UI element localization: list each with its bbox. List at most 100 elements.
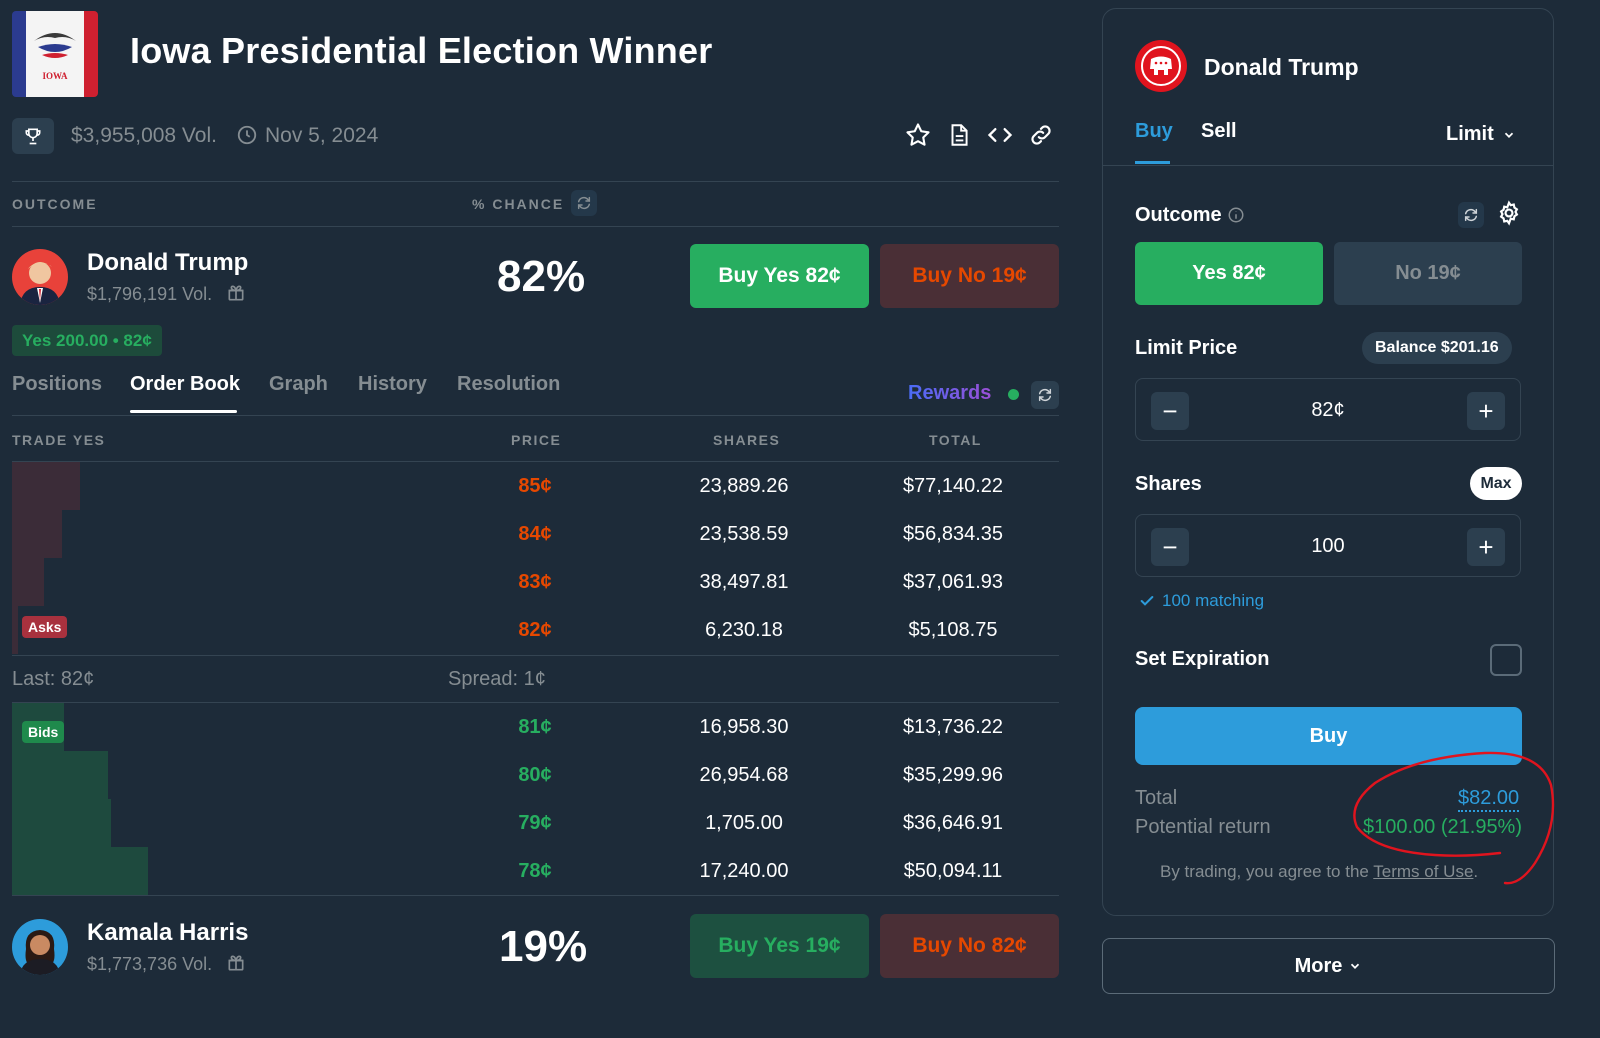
rewards-link[interactable]: Rewards — [908, 382, 992, 404]
set-expiration-label: Set Expiration — [1135, 648, 1270, 670]
bid-price: 80¢ — [518, 764, 552, 786]
trophy-icon[interactable] — [12, 118, 54, 154]
limit-price-input[interactable]: 82¢ — [1311, 399, 1345, 421]
annotation-circle — [1353, 751, 1555, 885]
ask-depth-bar — [12, 558, 44, 606]
outcome-yes-button[interactable]: Yes 82¢ — [1135, 242, 1323, 305]
potential-return-label: Potential return — [1135, 816, 1271, 838]
iowa-flag-logo: IOWA — [12, 11, 98, 97]
max-button[interactable]: Max — [1470, 467, 1522, 500]
decrease-button[interactable]: − — [1151, 528, 1189, 566]
tab-positions[interactable]: Positions — [12, 373, 103, 395]
more-button[interactable]: More — [1102, 938, 1555, 994]
order-type-label: Limit — [1446, 123, 1494, 145]
limit-price-stepper[interactable]: − 82¢ + — [1135, 378, 1521, 441]
candidate-name[interactable]: Donald Trump — [87, 249, 249, 276]
position-badge: Yes 200.00 • 82¢ — [12, 325, 162, 356]
shares-input[interactable]: 100 — [1311, 535, 1345, 557]
ask-depth-bar — [12, 510, 62, 558]
total-label: Total — [1135, 787, 1178, 809]
order-type-dropdown[interactable]: Limit — [1446, 123, 1516, 146]
ask-total: $37,061.93 — [902, 571, 1004, 593]
decrease-button[interactable]: − — [1151, 392, 1189, 430]
candidate-volume: $1,796,191 Vol. — [87, 284, 213, 304]
ask-row[interactable]: 82¢ 6,230.18 $5,108.75 — [0, 606, 1060, 654]
ask-shares: 38,497.81 — [699, 571, 789, 593]
bid-depth-bar — [12, 847, 148, 895]
terms-of-use-link[interactable]: Terms of Use — [1373, 862, 1474, 881]
candidate-name[interactable]: Kamala Harris — [87, 919, 249, 946]
page-title: Iowa Presidential Election Winner — [130, 30, 713, 71]
bid-shares: 26,954.68 — [699, 764, 789, 786]
embed-code-icon[interactable] — [985, 120, 1015, 150]
bid-row[interactable]: 79¢ 1,705.00 $36,646.91 — [0, 799, 1060, 847]
info-icon[interactable] — [1227, 206, 1245, 224]
document-icon[interactable] — [944, 120, 974, 150]
chevron-down-icon — [1504, 132, 1513, 138]
limit-price-label: Limit Price — [1135, 337, 1238, 359]
bid-row[interactable]: 81¢ 16,958.30 $13,736.22 — [0, 703, 1060, 751]
buy-no-button[interactable]: Buy No 19¢ — [880, 244, 1059, 308]
ask-total: $5,108.75 — [908, 619, 998, 641]
tab-history[interactable]: History — [358, 373, 427, 395]
bid-total: $35,299.96 — [902, 764, 1004, 786]
terms-prefix: By trading, you agree to the — [1160, 862, 1374, 881]
bids-label: Bids — [22, 721, 65, 743]
panel-candidate-name: Donald Trump — [1204, 54, 1359, 80]
bid-row[interactable]: 80¢ 26,954.68 $35,299.96 — [0, 751, 1060, 799]
set-expiration-checkbox[interactable] — [1490, 644, 1522, 676]
buy-yes-button[interactable]: Buy Yes 82¢ — [690, 244, 869, 308]
refresh-icon[interactable] — [571, 190, 597, 216]
ask-shares: 23,889.26 — [699, 475, 789, 497]
increase-button[interactable]: + — [1467, 392, 1505, 430]
increase-button[interactable]: + — [1467, 528, 1505, 566]
ask-row[interactable]: 85¢ 23,889.26 $77,140.22 — [0, 462, 1060, 510]
chance-column-header: % CHANCE — [472, 196, 565, 212]
tab-resolution[interactable]: Resolution — [457, 373, 561, 395]
spread: Spread: 1¢ — [448, 668, 546, 690]
tab-order-book[interactable]: Order Book — [130, 373, 241, 395]
ask-row[interactable]: 84¢ 23,538.59 $56,834.35 — [0, 510, 1060, 558]
total-value[interactable]: $82.00 — [1458, 787, 1520, 812]
shares-stepper[interactable]: − 100 + — [1135, 514, 1521, 577]
star-icon[interactable] — [903, 120, 933, 150]
link-icon[interactable] — [1026, 120, 1056, 150]
price-header: PRICE — [511, 432, 562, 448]
tab-graph[interactable]: Graph — [269, 373, 328, 395]
rewards-status-dot — [1008, 389, 1019, 400]
gear-icon[interactable] — [1496, 200, 1522, 226]
bid-total: $50,094.11 — [903, 860, 1003, 882]
active-tab-indicator — [1135, 161, 1170, 164]
bid-shares: 16,958.30 — [699, 716, 789, 738]
matching-text: 100 matching — [1162, 591, 1265, 610]
republican-party-icon — [1135, 40, 1187, 92]
refresh-icon[interactable] — [1031, 381, 1059, 409]
buy-yes-button[interactable]: Buy Yes 19¢ — [690, 914, 869, 978]
tab-buy[interactable]: Buy — [1135, 120, 1173, 142]
ask-total: $77,140.22 — [902, 475, 1004, 497]
outcome-label: Outcome — [1135, 204, 1222, 226]
bid-shares: 1,705.00 — [705, 812, 783, 834]
bid-depth-bar — [12, 751, 108, 799]
ask-row[interactable]: 83¢ 38,497.81 $37,061.93 — [0, 558, 1060, 606]
outcome-no-button[interactable]: No 19¢ — [1334, 242, 1522, 305]
harris-avatar — [12, 919, 68, 975]
bid-row[interactable]: 78¢ 17,240.00 $50,094.11 — [0, 847, 1060, 895]
potential-return-value: $100.00 (21.95%) — [1363, 816, 1523, 838]
active-tab-indicator — [130, 410, 237, 413]
bid-price: 79¢ — [518, 812, 552, 834]
refresh-icon[interactable] — [1458, 202, 1484, 228]
ask-price: 83¢ — [518, 571, 552, 593]
asks-label: Asks — [22, 616, 68, 638]
chance-value: 19% — [499, 922, 588, 971]
bid-price: 81¢ — [518, 716, 552, 738]
trump-avatar — [12, 249, 68, 305]
candidate-volume: $1,773,736 Vol. — [87, 954, 213, 974]
total-header: TOTAL — [929, 432, 982, 448]
bid-depth-bar — [12, 799, 111, 847]
tab-sell[interactable]: Sell — [1201, 120, 1237, 142]
ask-depth-bar — [12, 462, 80, 510]
chevron-down-icon — [1351, 963, 1360, 969]
buy-no-button[interactable]: Buy No 82¢ — [880, 914, 1059, 978]
bid-price: 78¢ — [518, 860, 552, 882]
